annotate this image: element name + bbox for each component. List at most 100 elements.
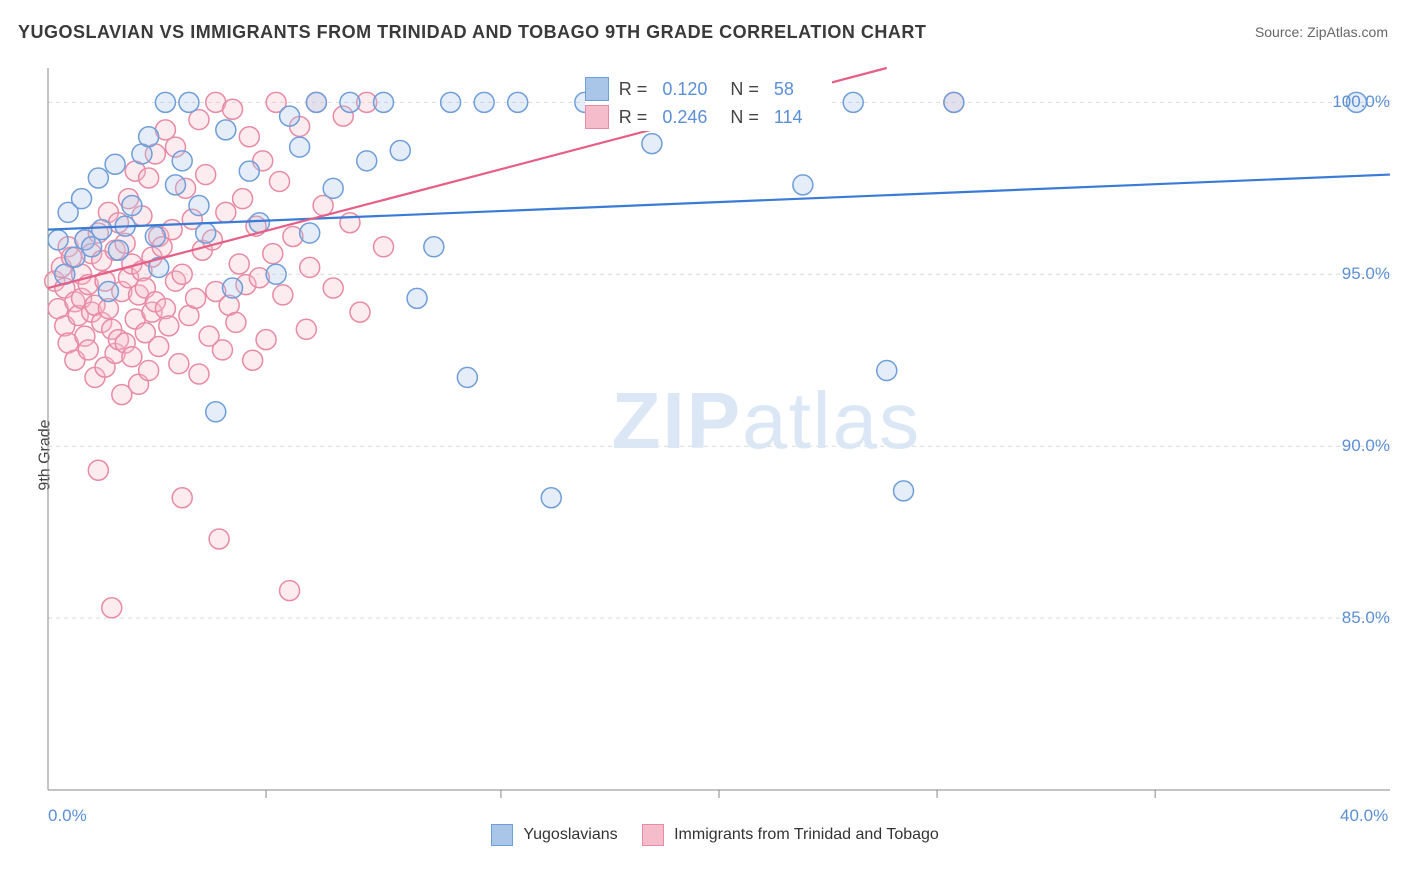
stat-n-value: 114 [774, 107, 832, 128]
scatter-point [78, 340, 98, 360]
scatter-point [189, 364, 209, 384]
scatter-point [108, 240, 128, 260]
stats-row: R = 0.120 N = 58 [585, 75, 832, 103]
scatter-point [269, 171, 289, 191]
scatter-point [280, 106, 300, 126]
scatter-point [843, 92, 863, 112]
scatter-point [122, 196, 142, 216]
scatter-point [407, 288, 427, 308]
scatter-point [357, 151, 377, 171]
stat-r-label: R = [619, 79, 653, 100]
scatter-point [256, 330, 276, 350]
stat-n-value: 58 [774, 79, 832, 100]
legend-swatch [585, 105, 609, 129]
x-tick-label: 0.0% [48, 806, 87, 826]
scatter-point [541, 488, 561, 508]
scatter-point [172, 151, 192, 171]
scatter-point [374, 92, 394, 112]
y-tick-label: 95.0% [1342, 264, 1390, 284]
scatter-point [266, 264, 286, 284]
scatter-point [169, 354, 189, 374]
stat-n-label: N = [730, 79, 764, 100]
x-tick-label: 40.0% [1340, 806, 1388, 826]
scatter-point [216, 120, 236, 140]
scatter-point [340, 92, 360, 112]
scatter-point [323, 278, 343, 298]
scatter-point [159, 316, 179, 336]
scatter-point [306, 92, 326, 112]
scatter-point [223, 278, 243, 298]
scatter-point [300, 257, 320, 277]
scatter-point [196, 223, 216, 243]
scatter-point [642, 134, 662, 154]
scatter-point [189, 196, 209, 216]
scatter-point [877, 361, 897, 381]
scatter-point [508, 92, 528, 112]
scatter-point [88, 168, 108, 188]
chart-title: YUGOSLAVIAN VS IMMIGRANTS FROM TRINIDAD … [18, 22, 926, 43]
scatter-point [323, 178, 343, 198]
scatter-point [179, 92, 199, 112]
scatter-point [894, 481, 914, 501]
scatter-point [273, 285, 293, 305]
legend-label: Yugoslavians [519, 826, 617, 843]
scatter-point [350, 302, 370, 322]
scatter-point [122, 347, 142, 367]
scatter-point [390, 141, 410, 161]
scatter-point [209, 529, 229, 549]
scatter-point [172, 264, 192, 284]
scatter-point [290, 137, 310, 157]
scatter-point [196, 165, 216, 185]
scatter-point [149, 336, 169, 356]
correlation-chart: 9th Grade ZIPatlas85.0%90.0%95.0%100.0%0… [0, 60, 1406, 850]
scatter-point [239, 127, 259, 147]
scatter-point [424, 237, 444, 257]
scatter-point [229, 254, 249, 274]
legend-label: Immigrants from Trinidad and Tobago [670, 826, 939, 843]
legend-swatch [585, 77, 609, 101]
scatter-point [139, 168, 159, 188]
scatter-point [212, 340, 232, 360]
stat-n-label: N = [730, 107, 764, 128]
stats-row: R = 0.246N = 114 [585, 103, 832, 131]
scatter-point [793, 175, 813, 195]
scatter-point [263, 244, 283, 264]
scatter-point [280, 581, 300, 601]
scatter-point [296, 319, 316, 339]
y-tick-label: 90.0% [1342, 436, 1390, 456]
scatter-point [72, 189, 92, 209]
scatter-point [88, 460, 108, 480]
scatter-point [233, 189, 253, 209]
scatter-point [441, 92, 461, 112]
scatter-point [105, 154, 125, 174]
scatter-point [92, 220, 112, 240]
stats-legend: R = 0.120 N = 58R = 0.246 N = 114 [585, 75, 832, 131]
scatter-point [300, 223, 320, 243]
scatter-point [102, 598, 122, 618]
legend-swatch [642, 824, 664, 846]
stat-r-value: 0.246 [662, 107, 720, 128]
scatter-point [226, 312, 246, 332]
scatter-point [944, 92, 964, 112]
scatter-point [172, 488, 192, 508]
scatter-point [374, 237, 394, 257]
scatter-point [457, 367, 477, 387]
scatter-point [223, 99, 243, 119]
y-tick-label: 100.0% [1332, 92, 1390, 112]
stat-r-value: 0.120 [662, 79, 720, 100]
scatter-point [145, 226, 165, 246]
y-tick-label: 85.0% [1342, 608, 1390, 628]
scatter-point [186, 288, 206, 308]
scatter-point [216, 202, 236, 222]
scatter-point [243, 350, 263, 370]
chart-source: Source: ZipAtlas.com [1255, 24, 1388, 40]
scatter-point [48, 230, 68, 250]
scatter-point [98, 281, 118, 301]
scatter-point [239, 161, 259, 181]
scatter-point [340, 213, 360, 233]
bottom-legend: Yugoslavians Immigrants from Trinidad an… [0, 824, 1406, 846]
scatter-point [474, 92, 494, 112]
legend-swatch [491, 824, 513, 846]
scatter-point [139, 361, 159, 381]
scatter-point [206, 402, 226, 422]
